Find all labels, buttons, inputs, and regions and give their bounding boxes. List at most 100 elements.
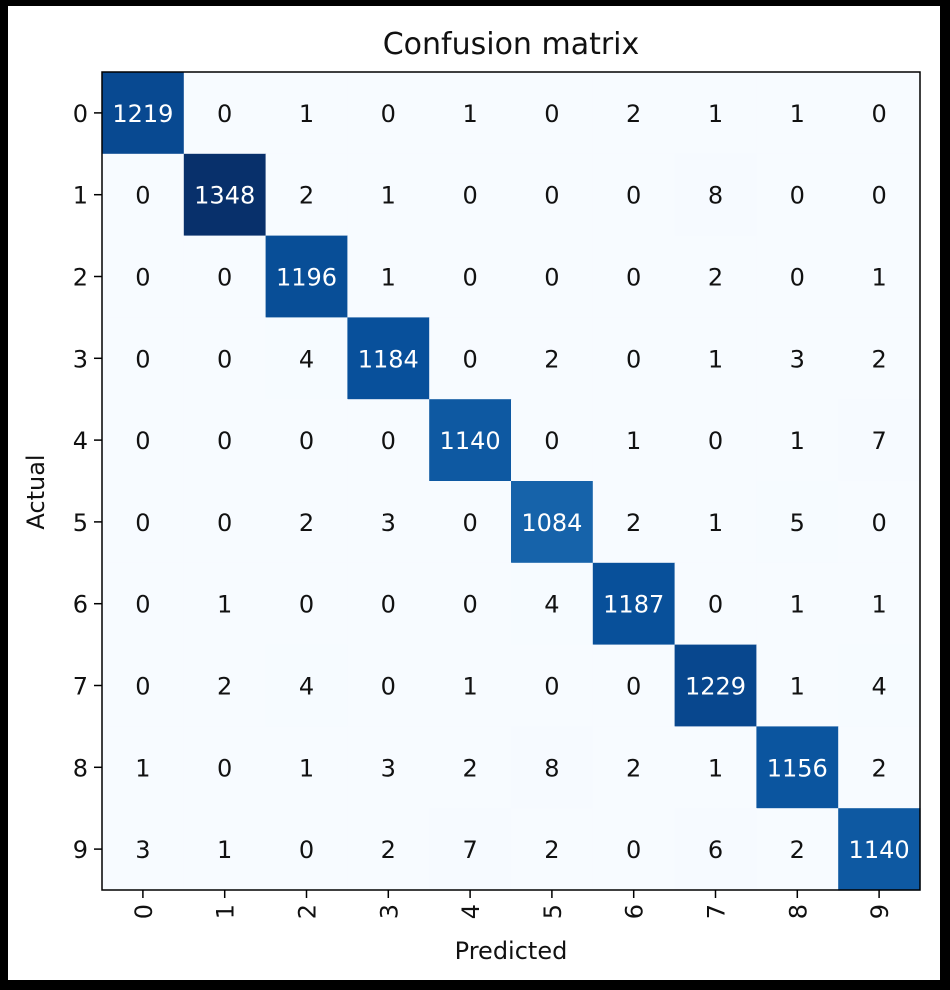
heatmap-cell [838, 644, 921, 727]
heatmap-cell [265, 644, 348, 727]
cell-value-label: 2 [544, 836, 559, 864]
heatmap-cell [511, 399, 594, 482]
heatmap-cell [756, 153, 839, 237]
x-tick-label: 9 [866, 904, 894, 919]
cell-value-label: 0 [544, 673, 559, 701]
cell-value-label: 1229 [685, 673, 746, 701]
heatmap-cell [674, 317, 757, 400]
heatmap-cell [838, 726, 921, 809]
heatmap-cell [102, 481, 185, 564]
cell-value-label: 0 [871, 182, 886, 210]
heatmap-cell [838, 808, 921, 891]
heatmap-cell [265, 317, 348, 400]
cell-value-label: 0 [708, 427, 723, 455]
y-tick-label: 7 [73, 673, 88, 701]
heatmap-cell [183, 235, 267, 318]
heatmap-cell [838, 235, 921, 318]
heatmap-cell [838, 153, 921, 237]
cell-value-label: 0 [462, 591, 477, 619]
cell-value-label: 1219 [112, 100, 173, 128]
cell-value-label: 1 [299, 754, 314, 782]
heatmap-cell [102, 399, 185, 482]
heatmap-cell [756, 726, 839, 809]
heatmap-cell [347, 153, 430, 237]
cell-value-label: 0 [381, 100, 396, 128]
cell-value-label: 0 [790, 182, 805, 210]
cell-value-label: 1187 [603, 591, 664, 619]
heatmap-cell [265, 481, 348, 564]
heatmap-cell [511, 726, 594, 809]
heatmap-cell [265, 562, 348, 646]
cell-value-label: 0 [626, 345, 641, 373]
heatmap-cell [756, 317, 839, 400]
cell-value-label: 1 [135, 754, 150, 782]
cell-value-label: 1084 [521, 509, 582, 537]
heatmap-cell [102, 808, 185, 891]
heatmap-cell [102, 644, 185, 727]
cell-value-label: 0 [462, 264, 477, 292]
cell-value-label: 0 [135, 345, 150, 373]
y-tick-label: 4 [73, 427, 88, 455]
heatmap-cell [429, 808, 512, 891]
cell-value-label: 2 [299, 182, 314, 210]
heatmap-cell [674, 153, 757, 237]
cell-value-label: 2 [544, 345, 559, 373]
y-tick-label: 3 [73, 345, 88, 373]
x-tick-label: 4 [457, 904, 485, 919]
cell-value-label: 0 [462, 509, 477, 537]
heatmap-cell [756, 481, 839, 564]
cell-value-label: 0 [135, 427, 150, 455]
heatmap-cell [756, 808, 839, 891]
heatmap-cell [674, 72, 757, 155]
heatmap-cells [102, 72, 921, 891]
cell-value-label: 0 [462, 182, 477, 210]
heatmap-cell [511, 235, 594, 318]
heatmap-cell [592, 562, 676, 646]
heatmap-cell [838, 562, 921, 646]
cell-value-label: 0 [544, 427, 559, 455]
cell-value-label: 0 [790, 264, 805, 292]
heatmap-cell [347, 562, 430, 646]
cell-value-label: 0 [381, 427, 396, 455]
heatmap-cell [347, 644, 430, 727]
heatmap-cell [592, 153, 676, 237]
heatmap-cell [429, 235, 512, 318]
x-tick-label: 3 [375, 904, 403, 919]
cell-value-label: 1348 [194, 182, 255, 210]
x-tick-label: 5 [539, 904, 567, 919]
y-tick-label: 2 [73, 264, 88, 292]
heatmap-cell [592, 235, 676, 318]
y-tick-label: 8 [73, 754, 88, 782]
cell-value-label: 4 [871, 673, 886, 701]
cell-value-label: 0 [626, 673, 641, 701]
cell-value-label: 0 [626, 264, 641, 292]
cell-value-label: 0 [217, 509, 232, 537]
cell-value-label: 2 [299, 509, 314, 537]
cell-value-label: 1 [871, 264, 886, 292]
cell-value-label: 0 [135, 673, 150, 701]
cell-value-label: 4 [299, 345, 314, 373]
cell-value-label: 0 [217, 100, 232, 128]
cell-value-label: 1 [871, 591, 886, 619]
heatmap-cell [511, 562, 594, 646]
cell-value-label: 1 [381, 264, 396, 292]
heatmap-cell [102, 726, 185, 809]
heatmap-cell [592, 317, 676, 400]
cell-value-label: 1 [462, 100, 477, 128]
cell-value-label: 1196 [276, 264, 337, 292]
heatmap-cell [347, 317, 430, 400]
cell-value-label: 1 [790, 100, 805, 128]
heatmap-cell [102, 235, 185, 318]
heatmap-cell [838, 72, 921, 155]
heatmap-cell [674, 399, 757, 482]
y-axis-label: Actual [22, 454, 50, 529]
heatmap-cell [756, 235, 839, 318]
heatmap-cell [592, 399, 676, 482]
cell-value-label: 5 [790, 509, 805, 537]
cell-value-label: 0 [135, 182, 150, 210]
heatmap-cell [838, 481, 921, 564]
heatmap-cell [183, 153, 267, 237]
heatmap-cell [756, 644, 839, 727]
cell-value-label: 2 [626, 100, 641, 128]
heatmap-cell [592, 808, 676, 891]
